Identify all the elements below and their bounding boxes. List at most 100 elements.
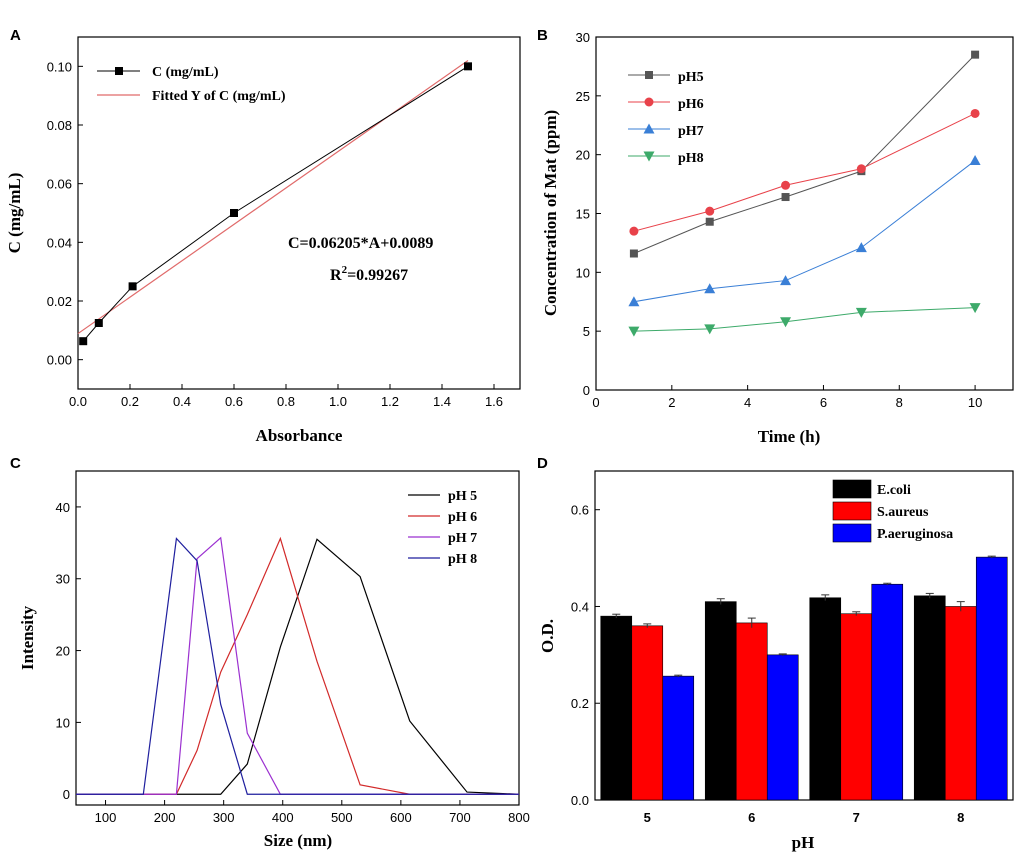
- panel-b-y-tick-label: 15: [576, 207, 590, 222]
- legend-swatch-s-aureus: [832, 501, 872, 521]
- legend-label-p-aeruginosa: P.aeruginosa: [877, 527, 953, 542]
- panel-b-x-tick-label: 6: [820, 395, 827, 410]
- panel-a-y-tick-label: 0.02: [47, 294, 72, 309]
- series-point-ph5: [705, 217, 714, 226]
- panel-c-x-tick-label: 500: [331, 810, 353, 825]
- series-point-ph7: [780, 275, 792, 286]
- data-point: [94, 319, 103, 327]
- panel-c-plot-frame: [75, 470, 520, 806]
- series-line-ph8: [76, 537, 519, 795]
- panel-a-y-tick-label: 0.04: [47, 235, 72, 250]
- bar-p-aeruginosa: [871, 583, 904, 801]
- series-point-ph6: [705, 206, 715, 216]
- bar-e-coli: [600, 615, 633, 801]
- series-point-ph8: [704, 324, 716, 335]
- panel-a-x-title: Absorbance: [256, 426, 343, 445]
- panel-b-x-tick-label: 10: [968, 395, 982, 410]
- series-line-ph5: [76, 538, 520, 795]
- panel-c-x-tick-label: 200: [154, 810, 176, 825]
- panel-a-y-title: C (mg/mL): [5, 173, 24, 254]
- panel-b-letter: B: [537, 27, 548, 44]
- panel-a-letter: A: [10, 27, 21, 44]
- panel-c-y-tick-label: 0: [63, 787, 70, 802]
- series-point-ph5: [629, 249, 638, 258]
- legend-label-s-aureus: S.aureus: [877, 505, 929, 520]
- legend-label-ph8: pH8: [678, 151, 704, 166]
- panel-c-x-tick-label: 700: [449, 810, 471, 825]
- panel-c-y-tick-label: 40: [56, 500, 70, 515]
- legend-marker-ph8: [643, 151, 655, 162]
- panel-c-y-tick-label: 10: [56, 715, 70, 730]
- panel-c-x-tick-label: 300: [213, 810, 235, 825]
- bar-e-coli: [704, 601, 737, 801]
- bar-p-aeruginosa: [766, 654, 799, 801]
- panel-b-y-title: Concentration of Mat (ppm): [541, 110, 560, 316]
- legend-label-ph7: pH7: [678, 124, 704, 139]
- panel-c-chart: C Size (nm) Intensity 100 200 300 400 500 600…: [10, 455, 530, 850]
- bar-p-aeruginosa: [975, 556, 1008, 801]
- panel-b-y-tick-label: 10: [576, 265, 590, 280]
- panel-a-x-tick-label: 0.4: [173, 394, 191, 409]
- legend-label-e-coli: E.coli: [877, 483, 911, 498]
- bar-s-aureus: [735, 622, 768, 801]
- series-line-ph7: [76, 536, 519, 795]
- panel-b-y-tick-label: 20: [576, 148, 590, 163]
- panel-b-chart: B Time (h) Concentration of Mat (ppm) 0 2…: [537, 27, 1014, 446]
- bar-s-aureus: [840, 613, 873, 801]
- series-point-ph7: [855, 242, 867, 253]
- bar-e-coli: [809, 597, 842, 801]
- series-point-ph8: [628, 326, 640, 337]
- panel-d-plot-frame: [594, 470, 1014, 801]
- r-squared-value: =0.99267: [347, 267, 408, 284]
- panel-b-y-tick-label: 30: [576, 30, 590, 45]
- panel-c-y-tick-label: 30: [56, 572, 70, 587]
- r-squared-prefix: R: [330, 267, 342, 284]
- panel-d-y-tick-label: 0.2: [571, 696, 589, 711]
- series-point-ph7: [704, 283, 716, 294]
- panel-a-x-tick-label: 0.2: [121, 394, 139, 409]
- legend-label-ph5: pH 5: [448, 489, 477, 504]
- panel-b-y-tick-label: 0: [583, 383, 590, 398]
- panel-b-x-title: Time (h): [758, 427, 821, 446]
- panel-a-x-tick-label: 1.0: [329, 394, 347, 409]
- panel-d-y-title: O.D.: [538, 619, 557, 653]
- series-point-ph8: [855, 307, 867, 318]
- series-point-ph5: [971, 50, 980, 59]
- panel-c-x-tick-label: 800: [508, 810, 530, 825]
- panel-d-x-tick-label: 8: [957, 810, 964, 825]
- series-line-ph8: [633, 307, 976, 332]
- bar-p-aeruginosa: [662, 675, 695, 801]
- legend-label-ph7: pH 7: [448, 531, 477, 546]
- panel-a-y-tick-label: 0.00: [47, 353, 72, 368]
- panel-b-plot-frame: [595, 36, 1014, 391]
- legend-label-ph8: pH 8: [448, 552, 477, 567]
- panel-b-y-tick-label: 5: [583, 324, 590, 339]
- panel-a-plot-frame: [77, 36, 521, 390]
- panel-c-y-tick-label: 20: [56, 644, 70, 659]
- series-point-ph6: [629, 226, 639, 236]
- legend-swatch-e-coli: [832, 479, 872, 499]
- legend-marker-ph6: [644, 97, 654, 107]
- panel-b-y-tick-label: 25: [576, 89, 590, 104]
- legend-marker-points: [115, 67, 123, 75]
- panel-a-y-tick-label: 0.06: [47, 177, 72, 192]
- bar-e-coli: [913, 595, 946, 801]
- legend-marker-ph7: [643, 123, 655, 134]
- series-point-ph6: [970, 108, 980, 118]
- series-point-ph6: [781, 180, 791, 190]
- data-line: [82, 65, 469, 342]
- panel-d-x-tick-label: 7: [853, 810, 860, 825]
- panel-d-x-tick-label: 5: [644, 810, 651, 825]
- data-point: [230, 209, 238, 217]
- panel-c-y-title: Intensity: [18, 605, 37, 670]
- r-squared: R2=0.99267: [330, 264, 408, 284]
- legend-label-ph6: pH 6: [448, 510, 477, 525]
- panel-a-x-tick-label: 0.6: [225, 394, 243, 409]
- legend-label-ph5: pH5: [678, 70, 704, 85]
- panel-d-letter: D: [537, 455, 548, 472]
- panel-a-y-tick-label: 0.08: [47, 118, 72, 133]
- legend-label-fit: Fitted Y of C (mg/mL): [152, 89, 286, 104]
- panel-a-x-tick-label: 1.2: [381, 394, 399, 409]
- series-point-ph5: [781, 193, 790, 202]
